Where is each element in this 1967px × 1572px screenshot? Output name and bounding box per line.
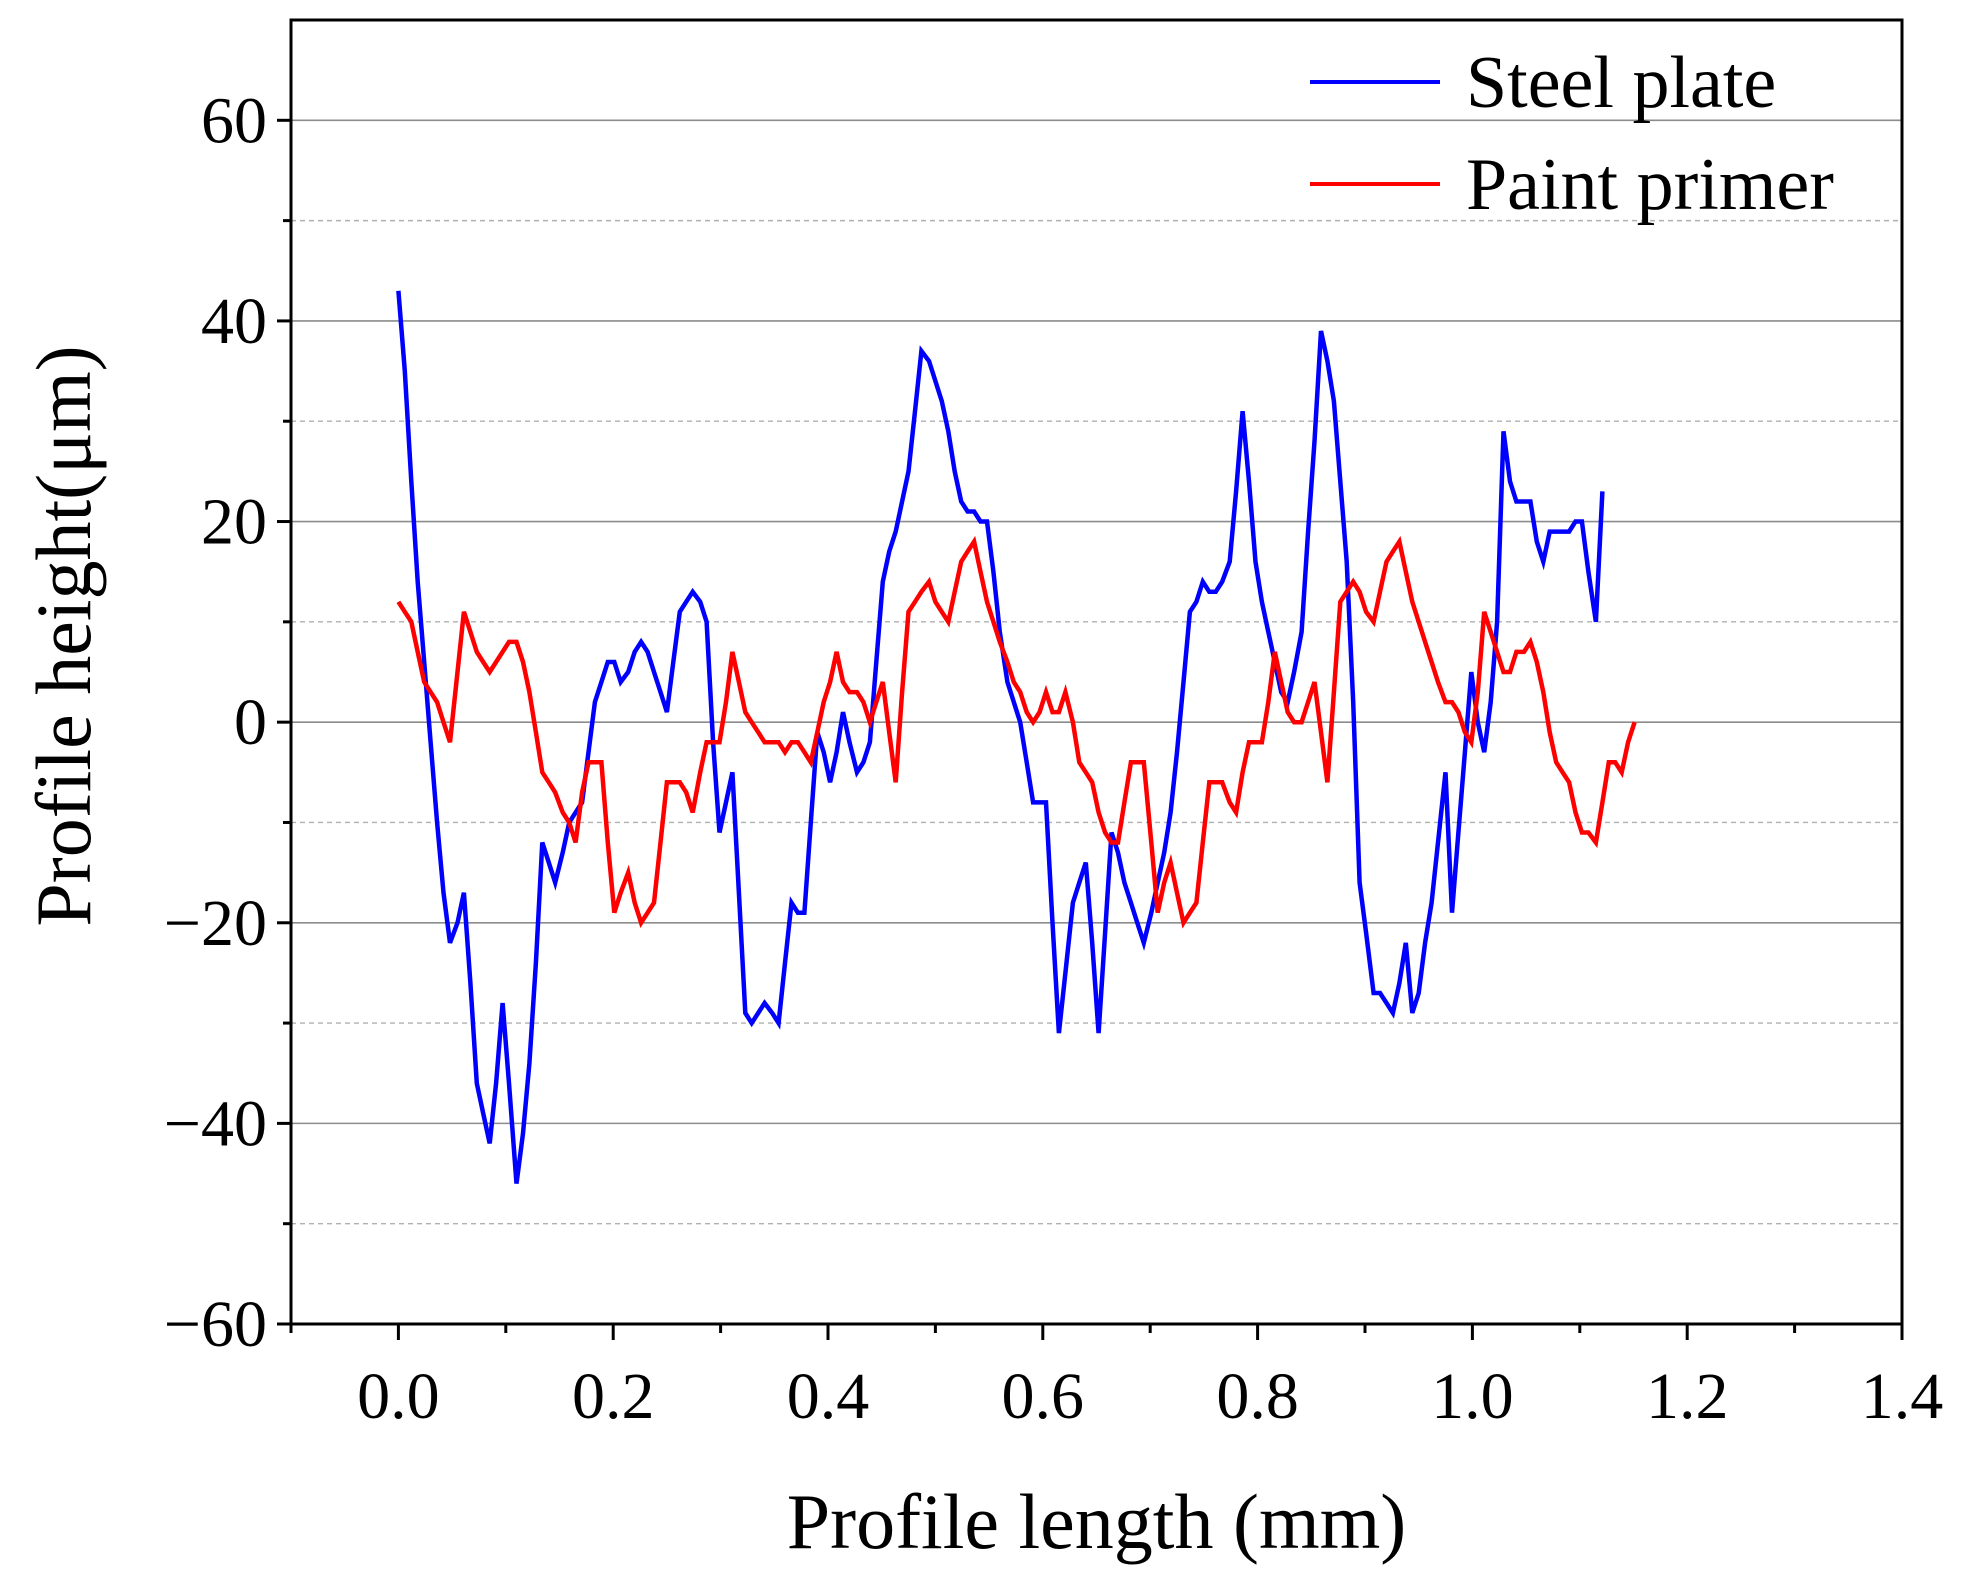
y-tick-label-4: −20: [164, 887, 267, 960]
x-tick-label-4: 0.8: [1216, 1360, 1299, 1433]
series-lines: [396, 290, 1637, 1184]
y-tick-label-6: −60: [164, 1288, 267, 1361]
x-tick-label-3: 0.6: [1002, 1360, 1085, 1433]
y-tick-label-2: 20: [201, 486, 267, 559]
x-tick-label-2: 0.4: [787, 1360, 870, 1433]
axis-ticks: [277, 118, 1904, 1340]
series-line-paint-primer: [396, 535, 1637, 929]
legend-label-paint-primer: Paint primer: [1466, 144, 1834, 226]
x-tick-label-5: 1.0: [1431, 1360, 1514, 1433]
x-axis-title: Profile length (mm): [787, 1478, 1407, 1565]
x-tick-label-7: 1.4: [1861, 1360, 1944, 1433]
series-line-steel-plate: [396, 290, 1605, 1184]
y-axis-title: Profile height(μm): [20, 345, 107, 926]
y-tick-label-3: 0: [234, 686, 267, 759]
y-tick-label-1: 40: [201, 285, 267, 358]
legend: Steel plate Paint primer: [1310, 42, 1834, 226]
y-tick-label-0: 60: [201, 84, 267, 157]
tick-labels: 60 40 20 0 −20 −40 −60 0.0 0.2 0.4 0.6 0.8 1.0 1.2 1.4: [164, 84, 1943, 1433]
x-tick-label-6: 1.2: [1646, 1360, 1729, 1433]
legend-label-steel-plate: Steel plate: [1466, 42, 1776, 124]
x-tick-label-1: 0.2: [572, 1360, 655, 1433]
y-tick-label-5: −40: [164, 1087, 267, 1160]
x-tick-label-0: 0.0: [357, 1360, 440, 1433]
plot-frame: [289, 18, 1904, 1326]
